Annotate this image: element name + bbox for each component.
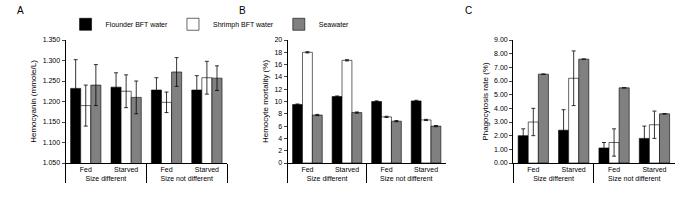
- svg-text:9.00: 9.00: [494, 36, 508, 43]
- svg-text:Fed: Fed: [380, 166, 392, 173]
- svg-text:6.00: 6.00: [494, 77, 508, 84]
- svg-text:18: 18: [274, 49, 282, 56]
- svg-text:7.00: 7.00: [494, 64, 508, 71]
- svg-text:Starved: Starved: [195, 166, 219, 173]
- svg-text:2: 2: [278, 147, 282, 154]
- svg-text:Seawater: Seawater: [319, 21, 349, 28]
- svg-text:3.00: 3.00: [494, 118, 508, 125]
- svg-text:5.00: 5.00: [494, 91, 508, 98]
- svg-text:1.200: 1.200: [43, 98, 61, 105]
- svg-text:8: 8: [278, 110, 282, 117]
- svg-text:14: 14: [274, 73, 282, 80]
- svg-text:0: 0: [278, 159, 282, 166]
- svg-text:1.300: 1.300: [43, 57, 61, 64]
- svg-text:Starved: Starved: [642, 166, 666, 173]
- svg-text:Size different: Size different: [307, 175, 348, 182]
- svg-text:1.250: 1.250: [43, 77, 61, 84]
- svg-text:Starved: Starved: [562, 166, 586, 173]
- svg-text:Size not different: Size not different: [608, 175, 660, 182]
- svg-text:Shrimph BFT water: Shrimph BFT water: [213, 21, 274, 29]
- svg-text:1.00: 1.00: [494, 146, 508, 153]
- svg-text:Size not different: Size not different: [380, 175, 432, 182]
- svg-text:Fed: Fed: [80, 166, 92, 173]
- svg-text:Size different: Size different: [533, 175, 574, 182]
- svg-text:4: 4: [278, 135, 282, 142]
- svg-text:16: 16: [274, 61, 282, 68]
- svg-text:1.350: 1.350: [43, 36, 61, 43]
- svg-text:10: 10: [274, 98, 282, 105]
- svg-text:2.00: 2.00: [494, 132, 508, 139]
- svg-text:1.100: 1.100: [43, 139, 61, 146]
- svg-text:A: A: [17, 5, 24, 16]
- svg-text:Starved: Starved: [414, 166, 438, 173]
- svg-text:4.00: 4.00: [494, 105, 508, 112]
- svg-text:0.00: 0.00: [494, 159, 508, 166]
- svg-text:Flounder BFT water: Flounder BFT water: [106, 21, 168, 28]
- svg-text:Fed: Fed: [160, 166, 172, 173]
- svg-text:20: 20: [274, 36, 282, 43]
- svg-text:Hemocyanin (mmole/L): Hemocyanin (mmole/L): [29, 60, 38, 143]
- svg-text:Starved: Starved: [335, 166, 359, 173]
- svg-text:C: C: [465, 5, 472, 16]
- svg-text:Fed: Fed: [301, 166, 313, 173]
- svg-text:1.050: 1.050: [43, 159, 61, 166]
- svg-text:12: 12: [274, 86, 282, 93]
- svg-text:Phagocytosis rate (%): Phagocytosis rate (%): [481, 62, 490, 141]
- svg-text:Starved: Starved: [114, 166, 138, 173]
- svg-text:6: 6: [278, 123, 282, 130]
- svg-text:1.150: 1.150: [43, 118, 61, 125]
- svg-text:B: B: [239, 5, 246, 16]
- svg-text:8.00: 8.00: [494, 50, 508, 57]
- svg-text:Hemocyte mortality (%): Hemocyte mortality (%): [261, 60, 270, 143]
- svg-text:Size not different: Size not different: [161, 175, 213, 182]
- svg-text:Size different: Size different: [86, 175, 127, 182]
- svg-text:Fed: Fed: [527, 166, 539, 173]
- svg-text:Fed: Fed: [608, 166, 620, 173]
